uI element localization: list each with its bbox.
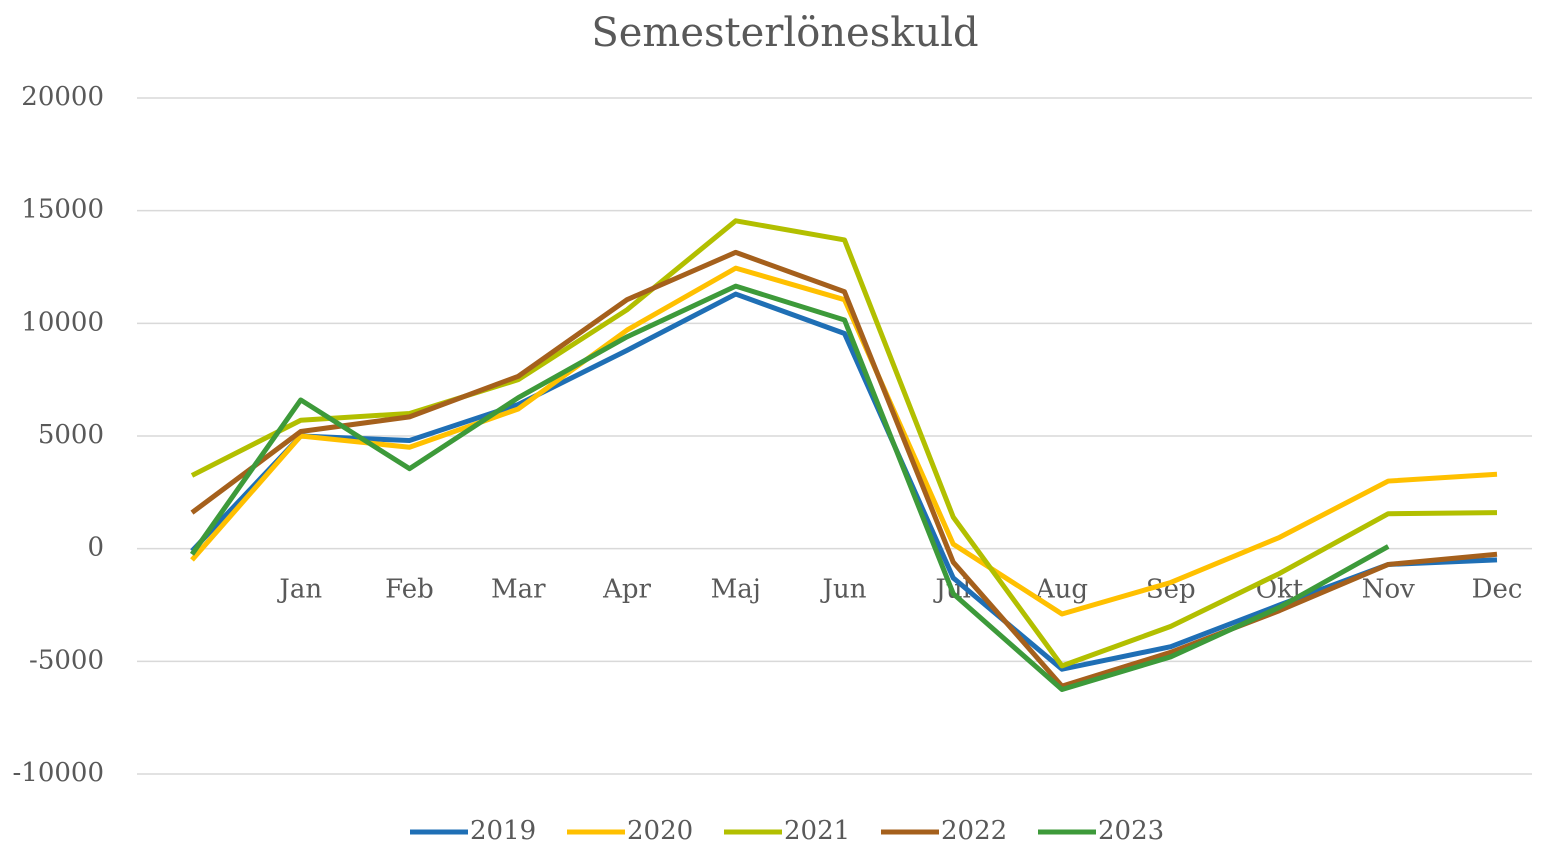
legend-label: 2021 bbox=[784, 816, 850, 846]
x-tick-label: Nov bbox=[1362, 575, 1415, 605]
legend-label: 2023 bbox=[1098, 816, 1164, 846]
legend-label: 2022 bbox=[941, 816, 1007, 846]
y-tick-label: 15000 bbox=[21, 195, 104, 225]
x-tick-label: Apr bbox=[602, 575, 651, 605]
x-tick-label: Jun bbox=[820, 575, 867, 605]
x-tick-label: Maj bbox=[711, 575, 761, 605]
x-tick-label: Jan bbox=[276, 575, 322, 605]
y-tick-label: 0 bbox=[87, 533, 104, 563]
y-tick-label: 20000 bbox=[21, 82, 104, 112]
series-line bbox=[190, 291, 1498, 672]
legend-label: 2019 bbox=[470, 816, 536, 846]
series-line bbox=[189, 283, 1390, 692]
y-tick-label: -5000 bbox=[29, 645, 104, 675]
series-line bbox=[190, 218, 1498, 669]
y-tick-label: 5000 bbox=[38, 420, 104, 450]
series-line bbox=[190, 265, 1498, 617]
chart-title: Semesterlöneskuld bbox=[591, 10, 978, 56]
y-tick-label: 10000 bbox=[21, 307, 104, 337]
series-line bbox=[190, 249, 1498, 689]
y-tick-label: -10000 bbox=[13, 758, 105, 788]
x-tick-label: Dec bbox=[1472, 575, 1523, 605]
x-tick-label: Feb bbox=[385, 575, 434, 605]
x-tick-label: Mar bbox=[491, 575, 546, 605]
legend-label: 2020 bbox=[627, 816, 693, 846]
